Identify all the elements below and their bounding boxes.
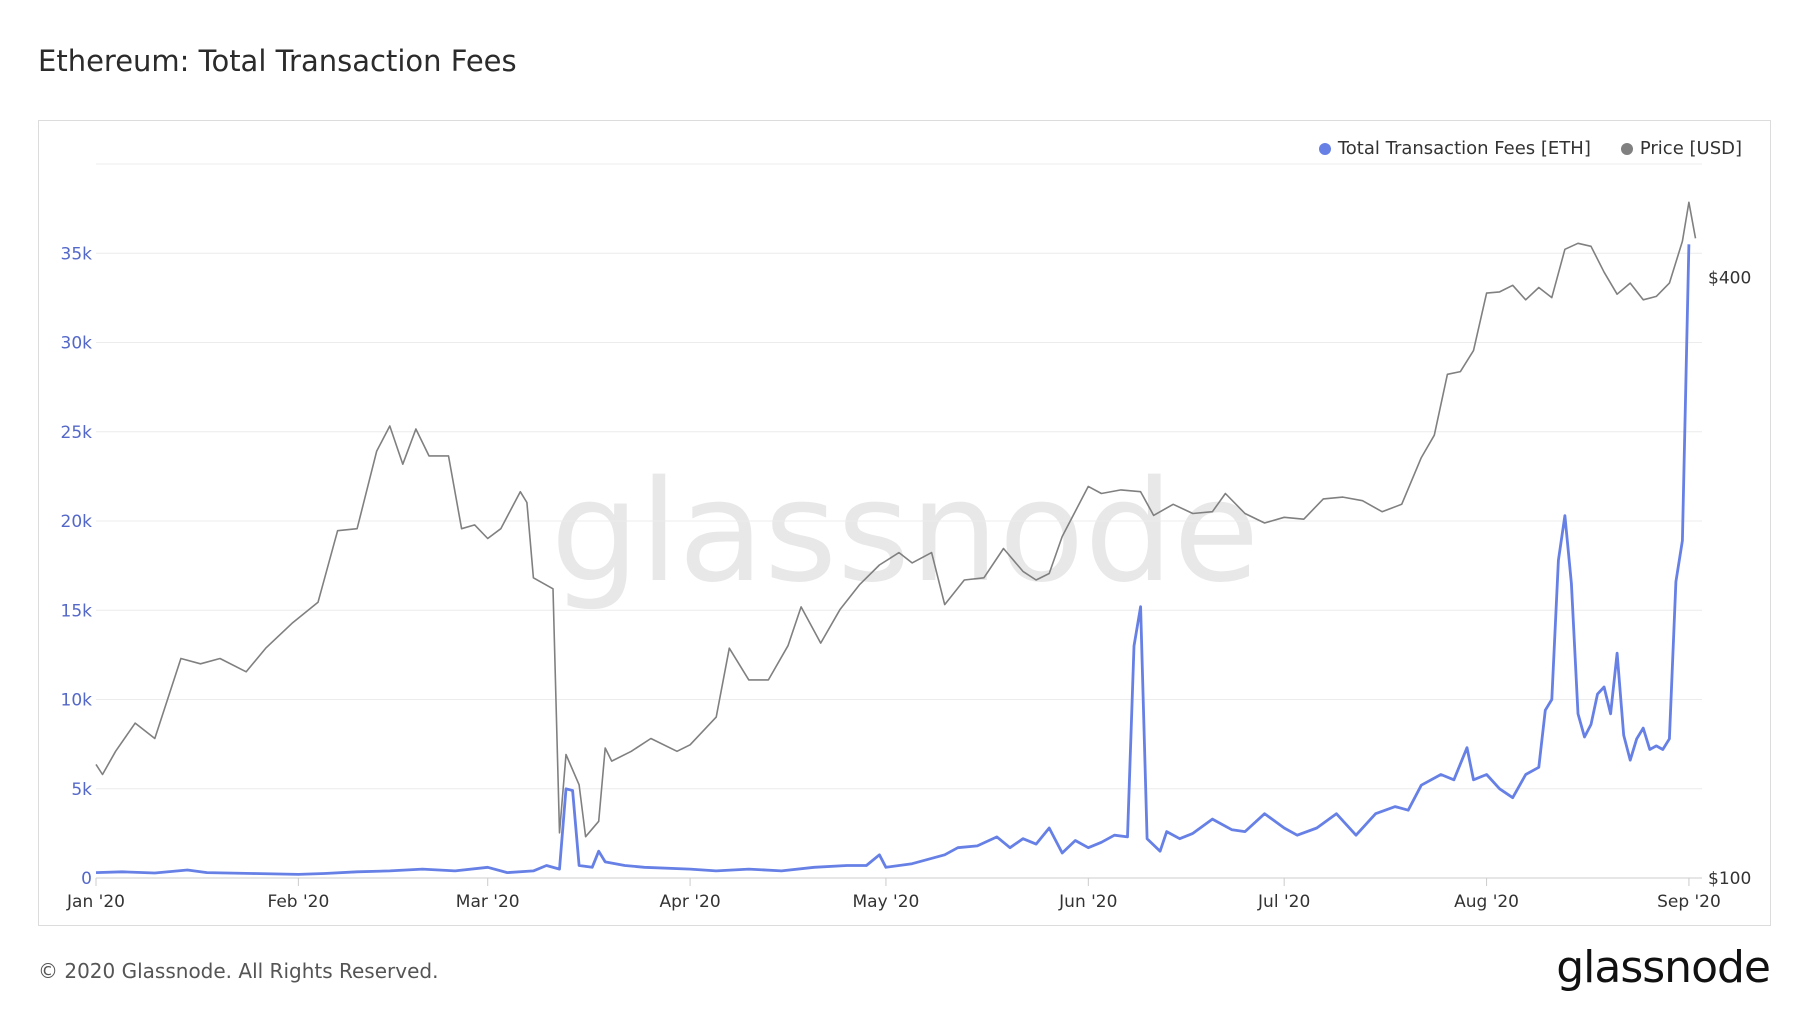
y-left-tick-label: 20k [61, 512, 93, 532]
legend-price-label: Price [USD] [1639, 138, 1742, 159]
y-left-tick-label: 5k [71, 780, 92, 800]
y-right-tick-label: $400 [1708, 269, 1751, 289]
x-tick-label: Sep '20 [1657, 892, 1721, 912]
chart-title: Ethereum: Total Transaction Fees [38, 44, 517, 78]
copyright-footer: © 2020 Glassnode. All Rights Reserved. [38, 959, 439, 983]
legend-item-fees[interactable]: Total Transaction Fees [ETH] [1318, 138, 1591, 159]
x-tick-label: Mar '20 [456, 892, 520, 912]
x-tick-label: Apr '20 [660, 892, 721, 912]
legend-price-dot-icon [1620, 142, 1633, 155]
x-tick-label: Jul '20 [1257, 892, 1310, 912]
watermark-text: glassnode [551, 451, 1260, 614]
y-left-tick-label: 0 [81, 869, 92, 889]
glassnode-logo[interactable]: glassnode [1556, 942, 1771, 993]
chart-legend: Total Transaction Fees [ETH] Price [USD] [1318, 138, 1742, 159]
y-left-tick-label: 10k [61, 691, 93, 711]
x-tick-label: Feb '20 [267, 892, 329, 912]
y-right-tick-label: $100 [1708, 869, 1751, 889]
chart-frame [38, 120, 1771, 926]
price-usd-line [95, 201, 1697, 838]
x-tick-label: May '20 [853, 892, 920, 912]
y-left-tick-label: 15k [61, 601, 93, 621]
y-left-tick-label: 25k [61, 423, 93, 443]
y-left-tick-label: 35k [61, 244, 93, 264]
legend-item-price[interactable]: Price [USD] [1620, 138, 1742, 159]
y-left-tick-label: 30k [61, 334, 93, 354]
legend-fees-label: Total Transaction Fees [ETH] [1337, 138, 1591, 159]
x-tick-label: Aug '20 [1454, 892, 1519, 912]
x-tick-label: Jun '20 [1058, 892, 1117, 912]
transaction-fees-line [95, 244, 1691, 876]
x-tick-label: Jan '20 [66, 892, 125, 912]
legend-fees-dot-icon [1318, 142, 1331, 155]
